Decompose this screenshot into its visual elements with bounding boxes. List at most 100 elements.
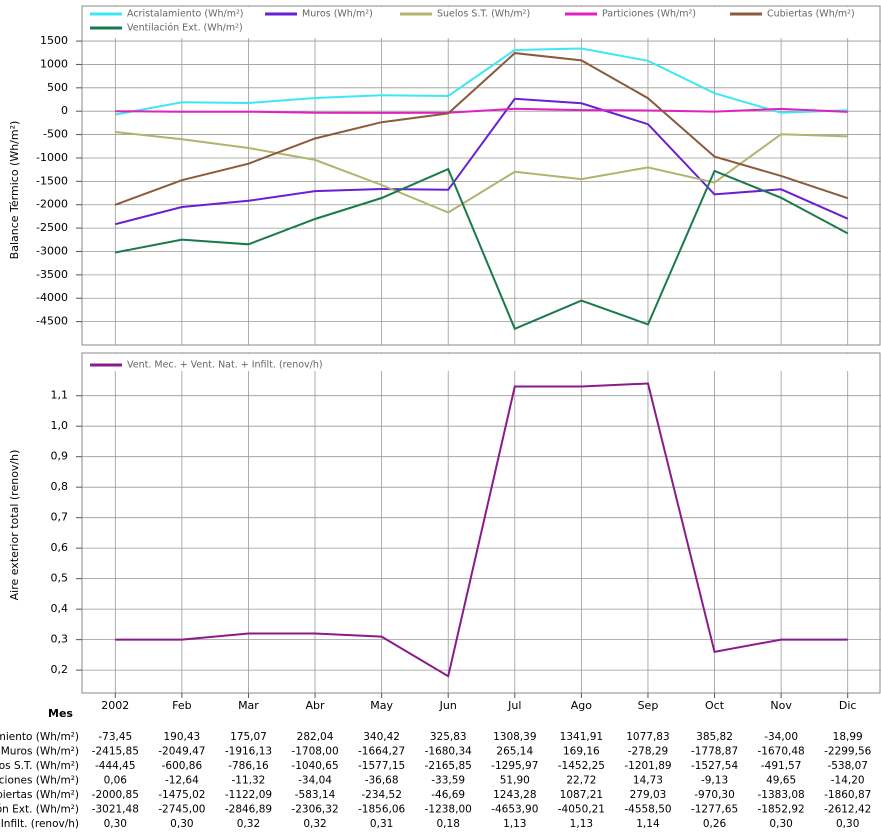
table-cell: -786,16 <box>228 760 269 772</box>
table-cell: -1238,00 <box>425 804 472 816</box>
table-cell: 14,73 <box>633 775 663 787</box>
table-row-label: Cubiertas (Wh/m²) <box>0 789 79 801</box>
series-line <box>114 52 849 206</box>
table-cell: 279,03 <box>630 789 667 801</box>
table-cell: -4653,90 <box>491 804 538 816</box>
y-tick-label: 1,1 <box>51 389 69 402</box>
y-tick-label: -4000 <box>36 291 68 304</box>
series-line <box>115 167 849 331</box>
table-cell: 175,07 <box>230 731 267 743</box>
legend-label: Vent. Mec. + Vent. Nat. + Infilt. (renov… <box>127 360 323 371</box>
table-cell: -1475,02 <box>158 789 205 801</box>
table-cell: 325,83 <box>430 731 467 743</box>
x-tick-label: Sep <box>638 699 659 712</box>
table-cell: 1341,91 <box>560 731 603 743</box>
x-tick-label: Jun <box>439 699 457 712</box>
y-tick-label: 1000 <box>40 57 68 70</box>
table-cell: -2306,32 <box>291 804 338 816</box>
table-cell: 0,30 <box>104 818 127 830</box>
table-row-label: Muros (Wh/m²) <box>1 746 79 758</box>
x-tick-label: Abr <box>306 699 326 712</box>
table-cell: 1077,83 <box>626 731 669 743</box>
series-line <box>115 97 849 226</box>
table-cell: -4050,21 <box>558 804 605 816</box>
table-cell: -1040,65 <box>291 760 338 772</box>
table-cell: -1577,15 <box>358 760 405 772</box>
table-cell: -3021,48 <box>92 804 139 816</box>
y-axis-title: Aire exterior total (renov/h) <box>8 450 21 601</box>
y-tick-label: -1500 <box>36 174 68 187</box>
y-tick-label: -3500 <box>36 268 68 281</box>
table-cell: 0,18 <box>437 818 460 830</box>
y-tick-label: -2000 <box>36 198 68 211</box>
table-cell: -538,07 <box>827 760 868 772</box>
table-cell: -600,86 <box>162 760 203 772</box>
legend-label: Muros (Wh/m²) <box>302 9 373 20</box>
y-tick-label: -4500 <box>36 315 68 328</box>
x-tick-label: Feb <box>172 699 191 712</box>
table-cell: -1664,27 <box>358 746 405 758</box>
table-cell: -1860,87 <box>824 789 871 801</box>
table-cell: 0,32 <box>237 818 260 830</box>
table-cell: -2745,00 <box>158 804 205 816</box>
series-line <box>115 107 848 114</box>
y-tick-label: 0,9 <box>51 450 69 463</box>
table-cell: -1527,54 <box>691 760 739 772</box>
table-cell: 190,43 <box>164 731 201 743</box>
y-tick-label: 0 <box>61 104 68 117</box>
table-cell: 0,26 <box>703 818 727 830</box>
x-tick-label: May <box>370 699 393 712</box>
table-cell: -2165,85 <box>425 760 472 772</box>
table-row-label: Ventilación Ext. (Wh/m²) <box>0 804 79 816</box>
table-cell: -14,20 <box>831 775 865 787</box>
table-cell: -4558,50 <box>624 804 671 816</box>
legend <box>83 354 879 371</box>
y-tick-label: 0,3 <box>51 633 69 646</box>
table-cell: -1383,08 <box>758 789 805 801</box>
y-tick-label: 0,6 <box>51 541 69 554</box>
table-cell: -2415,85 <box>92 746 139 758</box>
x-tick-label: Mar <box>238 699 259 712</box>
table-cell: -583,14 <box>295 789 336 801</box>
x-tick-label: 2002 <box>101 699 129 712</box>
legend-label: Ventilación Ext. (Wh/m²) <box>127 23 243 34</box>
table-cell: 1087,21 <box>560 789 603 801</box>
table-cell: 282,04 <box>297 731 334 743</box>
table-cell: 0,30 <box>170 818 193 830</box>
table-cell: -278,29 <box>628 746 669 758</box>
table-cell: -34,04 <box>298 775 332 787</box>
series-line <box>115 47 848 116</box>
y-tick-label: 1,0 <box>51 419 69 432</box>
table-row-label: Suelos S.T. (Wh/m²) <box>0 760 79 772</box>
x-axis-title: Mes <box>48 707 73 720</box>
table-cell: -234,52 <box>361 789 402 801</box>
table-cell: -1201,89 <box>624 760 671 772</box>
table-cell: 1,13 <box>503 818 526 830</box>
table-cell: 0,06 <box>104 775 128 787</box>
y-tick-label: -500 <box>43 128 68 141</box>
table-cell: -2299,56 <box>824 746 872 758</box>
table-cell: -33,59 <box>431 775 465 787</box>
table-cell: -1277,65 <box>691 804 738 816</box>
table-row-label: Particiones (Wh/m²) <box>0 775 79 787</box>
table-cell: -2612,42 <box>824 804 871 816</box>
table-cell: 1,14 <box>636 818 660 830</box>
table-cell: -1680,34 <box>425 746 473 758</box>
table-cell: -34,00 <box>764 731 798 743</box>
legend-label: Acristalamiento (Wh/m²) <box>127 9 243 20</box>
table-row-label: Acristalamiento (Wh/m²) <box>0 731 79 743</box>
table-cell: 0,32 <box>303 818 326 830</box>
y-tick-label: 0,8 <box>51 480 69 493</box>
table-cell: -1856,06 <box>358 804 406 816</box>
table-cell: 385,82 <box>696 731 733 743</box>
table-cell: -46,69 <box>431 789 465 801</box>
table-cell: 0,30 <box>836 818 859 830</box>
table-cell: 1308,39 <box>493 731 536 743</box>
table-cell: -1916,13 <box>225 746 272 758</box>
table-cell: 0,30 <box>769 818 792 830</box>
x-tick-label: Dic <box>839 699 857 712</box>
legend-label: Suelos S.T. (Wh/m²) <box>437 9 530 20</box>
table-cell: -1452,25 <box>558 760 605 772</box>
table-cell: -36,68 <box>365 775 399 787</box>
